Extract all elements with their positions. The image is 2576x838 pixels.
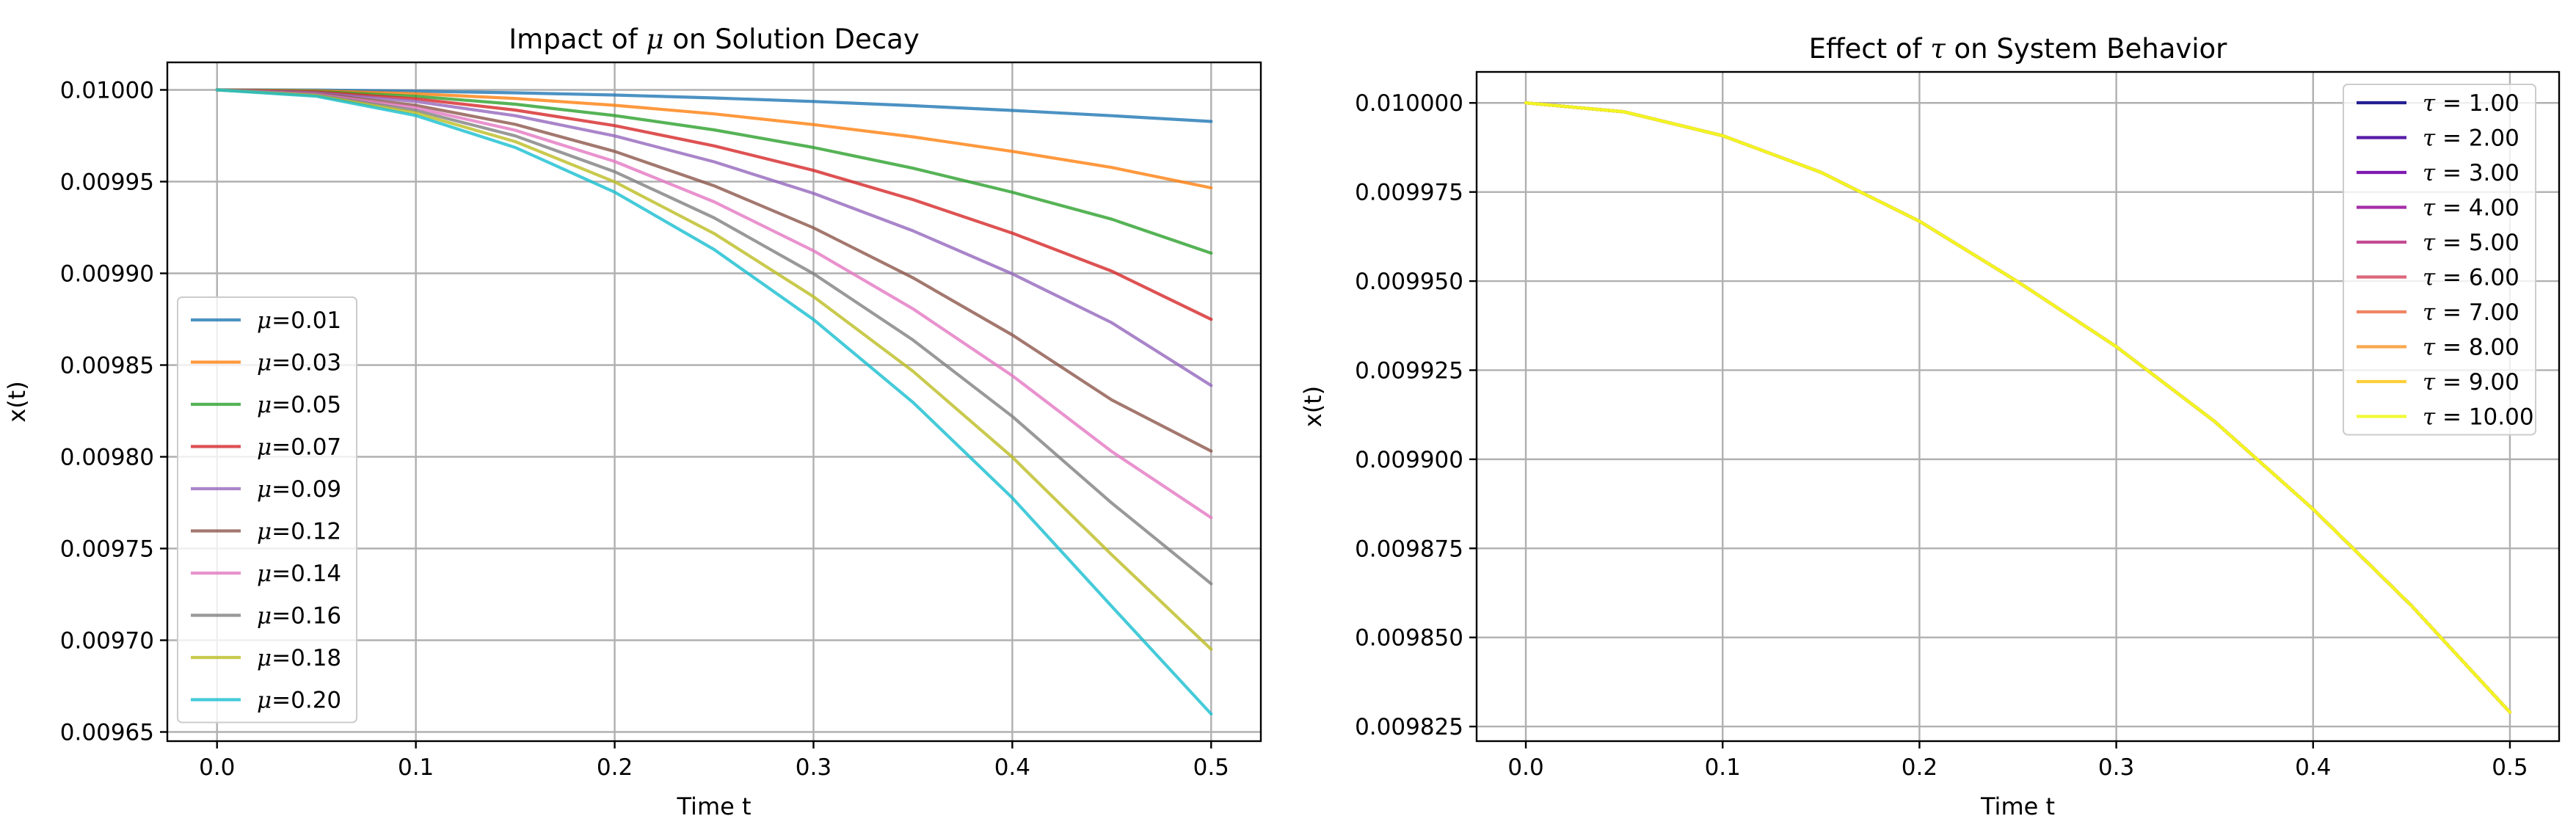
- y-tick-label: 0.009975: [1355, 180, 1463, 206]
- y-tick-label: 0.009875: [1355, 536, 1463, 562]
- x-tick-label: 0.2: [597, 754, 633, 781]
- legend-label: μ=0.01: [257, 307, 341, 334]
- y-tick-label: 0.009825: [1355, 714, 1463, 740]
- series-line-6: [215, 88, 1213, 453]
- series-line-5: [215, 88, 1213, 387]
- y-tick-label: 0.00995: [60, 170, 154, 196]
- x-tick-label: 0.2: [1902, 754, 1938, 781]
- legend-label: μ=0.09: [257, 476, 341, 503]
- y-tick-label: 0.010000: [1355, 90, 1463, 117]
- chart-title: Effect of τ on System Behavior: [1809, 33, 2228, 65]
- y-tick-label: 0.009900: [1355, 447, 1463, 473]
- legend-label: μ=0.12: [257, 519, 341, 545]
- legend-label: μ=0.20: [257, 688, 341, 714]
- axes-frame: [166, 61, 1262, 743]
- y-tick-label: 0.009850: [1355, 625, 1463, 652]
- y-axis-label: x(t): [1299, 386, 1327, 427]
- legend-label: μ=0.18: [257, 645, 341, 671]
- series-line-1: [215, 88, 1213, 123]
- x-axis-label: Time t: [1980, 793, 2055, 820]
- x-tick-label: 0.5: [1193, 754, 1229, 781]
- y-tick-label: 0.00980: [60, 445, 154, 471]
- y-tick-label: 0.009950: [1355, 269, 1463, 295]
- legend-label: τ = 8.00: [2423, 335, 2519, 361]
- legend-label: τ = 1.00: [2423, 90, 2519, 117]
- series-line-3: [215, 88, 1213, 255]
- legend: τ = 1.00 τ = 2.00 τ = 3.00 τ = 4.00 τ = 5.00…: [2343, 84, 2536, 436]
- series-lines: [1524, 101, 2512, 714]
- y-tick-label: 0.00975: [60, 536, 154, 563]
- x-tick-label: 0.0: [199, 754, 235, 781]
- legend-label: μ=0.05: [257, 392, 341, 418]
- x-tick-label: 0.1: [398, 754, 434, 781]
- legend-label: τ = 5.00: [2423, 230, 2519, 256]
- series-line-7: [215, 88, 1213, 520]
- legend-label: μ=0.16: [257, 603, 341, 630]
- y-tick-label: 0.00970: [60, 628, 154, 655]
- series-line-8: [215, 88, 1213, 586]
- legend-label: τ = 9.00: [2423, 369, 2519, 396]
- y-tick-label: 0.00985: [60, 353, 154, 379]
- legend-label: μ=0.07: [257, 434, 341, 461]
- x-tick-label: 0.5: [2492, 754, 2528, 781]
- series-line-10: [215, 88, 1213, 716]
- y-tick-label: 0.01000: [60, 78, 154, 104]
- x-axis-label: Time t: [676, 793, 751, 820]
- legend: μ=0.01 μ=0.03 μ=0.05 μ=0.07 μ=0.09 μ=0.12 μ=0.…: [177, 296, 357, 724]
- x-tick-label: 0.4: [2295, 754, 2331, 781]
- chart-mu-decay: 0.0 0.1 0.2 0.3 0.4 0.5 0.00965 0.00970 0.00975 0…: [3, 23, 1262, 820]
- series-lines: [215, 88, 1213, 716]
- series-line-2: [215, 88, 1213, 190]
- y-tick-label: 0.00965: [60, 720, 154, 746]
- legend-label: μ=0.14: [257, 561, 341, 587]
- y-tick-label: 0.00990: [60, 261, 154, 288]
- legend-label: μ=0.03: [257, 350, 341, 376]
- x-tick-label: 0.3: [796, 754, 832, 781]
- x-tick-label: 0.1: [1705, 754, 1741, 781]
- axes-frame: [1475, 70, 2561, 743]
- chart-title: Impact of μ on Solution Decay: [509, 23, 919, 55]
- series-line-9: [215, 88, 1213, 651]
- y-tick-label: 0.009925: [1355, 357, 1463, 384]
- legend-label: τ = 10.00: [2423, 404, 2534, 431]
- legend-label: τ = 3.00: [2423, 160, 2519, 186]
- legend-label: τ = 6.00: [2423, 265, 2519, 291]
- series-line-4: [215, 88, 1213, 321]
- legend-label: τ = 7.00: [2423, 299, 2519, 326]
- series-line-10: [1524, 101, 2512, 714]
- y-axis-label: x(t): [3, 381, 31, 422]
- legend-label: τ = 2.00: [2423, 125, 2519, 152]
- x-tick-label: 0.4: [994, 754, 1030, 781]
- legend-label: τ = 4.00: [2423, 195, 2519, 222]
- chart-tau-behavior: 0.0 0.1 0.2 0.3 0.4 0.5 0.009825 0.009850 0.0098…: [1299, 33, 2561, 820]
- x-tick-label: 0.3: [2098, 754, 2134, 781]
- x-tick-label: 0.0: [1507, 754, 1543, 781]
